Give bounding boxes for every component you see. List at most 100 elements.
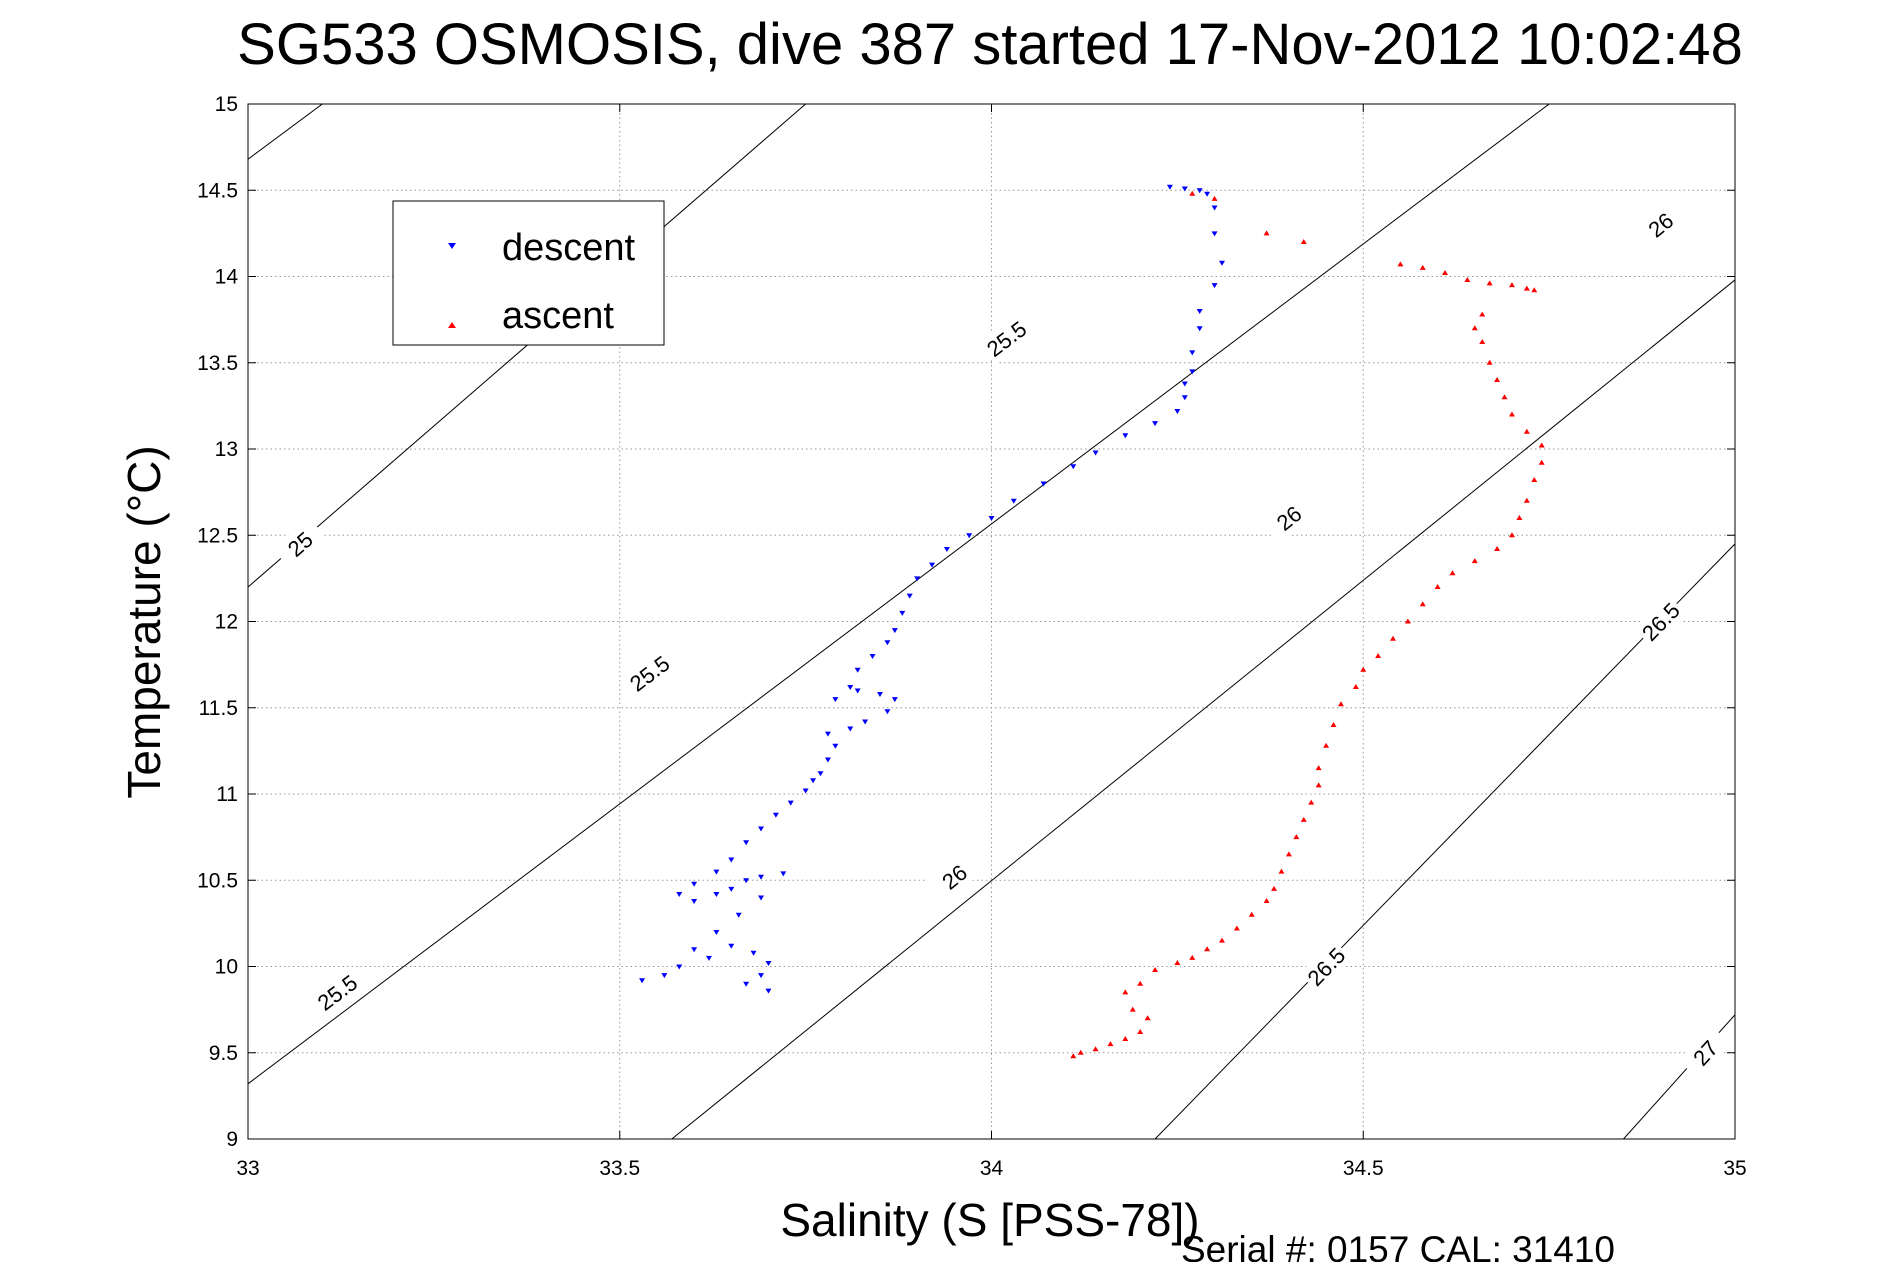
descent-point [1166, 184, 1173, 190]
descent-point [891, 697, 898, 703]
ascent-point [1248, 911, 1255, 917]
descent-point [758, 973, 765, 979]
y-axis-label: Temperature (°C) [118, 445, 170, 798]
y-tick-label: 10 [215, 956, 238, 979]
ascent-point [1211, 195, 1218, 201]
ascent-point [1144, 1015, 1151, 1021]
ascent-point [1352, 684, 1359, 690]
descent-point [713, 930, 720, 935]
ascent-point [1271, 885, 1278, 891]
ascent-point [1204, 946, 1211, 952]
descent-point [661, 973, 668, 979]
ascent-point [1471, 558, 1478, 564]
ascent-point [1523, 285, 1530, 291]
ascent-point [1442, 270, 1449, 276]
ascent-point [1397, 261, 1404, 267]
descent-point [765, 961, 772, 967]
descent-point [705, 955, 712, 961]
ascent-point [1494, 546, 1501, 552]
descent-point [743, 981, 750, 987]
ascent-point [1508, 411, 1515, 417]
ascent-point [1300, 816, 1307, 822]
descent-point [691, 881, 698, 887]
descent-point [1211, 283, 1218, 289]
descent-point [854, 688, 861, 694]
descent-point [787, 800, 794, 806]
isopycnal-label-bg [978, 312, 1034, 365]
ascent-point [1315, 782, 1322, 788]
isopycnal-label-bg [621, 647, 678, 699]
legend: descent ascent [392, 200, 665, 346]
ascent-point [1189, 190, 1196, 196]
descent-point [728, 943, 735, 949]
ascent-point [1300, 239, 1307, 244]
ascent-point [1531, 287, 1538, 293]
ascent-point [1323, 742, 1330, 748]
descent-point [758, 895, 765, 901]
ascent-point [1419, 601, 1426, 607]
ascent-point [1486, 280, 1493, 286]
y-tick-label: 13.5 [197, 352, 238, 375]
ascent-point [1449, 570, 1456, 576]
ascent-point [1285, 851, 1292, 857]
descent-point [728, 886, 735, 892]
descent-point [1218, 260, 1225, 266]
y-tick-label: 12 [215, 611, 238, 634]
ascent-point [1278, 868, 1285, 874]
ascent-point [1419, 264, 1426, 270]
descent-point [1152, 421, 1159, 427]
descent-point [1211, 231, 1218, 237]
descent-point [899, 610, 906, 616]
ascent-point [1263, 897, 1270, 903]
isopycnal-line [671, 279, 1735, 1139]
descent-point [772, 812, 779, 818]
legend-label-descent: descent [502, 227, 636, 269]
x-tick-label: 34.5 [1343, 1157, 1384, 1180]
chart-title: SG533 OSMOSIS, dive 387 started 17-Nov-2… [237, 12, 1743, 77]
ascent-point [1486, 359, 1493, 365]
y-tick-label: 11.5 [199, 697, 238, 720]
isopycnal-line [1154, 543, 1735, 1139]
descent-point [847, 685, 854, 691]
x-tick-label: 34 [980, 1157, 1004, 1180]
ascent-point [1293, 834, 1300, 840]
descent-point [1196, 326, 1203, 332]
descent-point [713, 892, 720, 898]
y-tick-label: 12.5 [197, 524, 238, 547]
ascent-point [1479, 339, 1486, 345]
legend-label-ascent: ascent [502, 295, 614, 337]
ascent-point [1404, 618, 1411, 624]
descent-point [1196, 188, 1203, 194]
descent-point [832, 697, 839, 703]
y-tick-label: 13 [215, 438, 238, 461]
ascent-point [1263, 230, 1270, 236]
ascent-point [1077, 1049, 1084, 1055]
ascent-point [1308, 799, 1315, 805]
descent-point [1211, 205, 1218, 211]
legend-marker-descent [448, 243, 456, 249]
descent-point [1181, 381, 1188, 387]
isopycnal-label-bg [1633, 594, 1688, 649]
descent-point [1092, 450, 1099, 456]
descent-point [1122, 433, 1129, 439]
isopycnal-label-bg [1299, 939, 1353, 994]
legend-marker-ascent [448, 322, 456, 328]
ascent-point [1434, 584, 1441, 589]
descent-point [735, 912, 742, 918]
descent-point [869, 654, 876, 659]
ascent-point [1494, 377, 1501, 382]
descent-point [1070, 464, 1077, 470]
ascent-point [1337, 701, 1344, 707]
descent-point [817, 771, 824, 777]
ascent-point [1092, 1046, 1099, 1052]
isopycnal-label-bg [309, 966, 365, 1018]
descent-point [1196, 309, 1203, 314]
descent-point [966, 533, 973, 539]
descent-point [750, 950, 757, 956]
ascent-point [1315, 765, 1322, 771]
isopycnal-label-bg [1261, 492, 1317, 544]
descent-point [1189, 350, 1196, 356]
isopycnal-line [248, 104, 323, 160]
